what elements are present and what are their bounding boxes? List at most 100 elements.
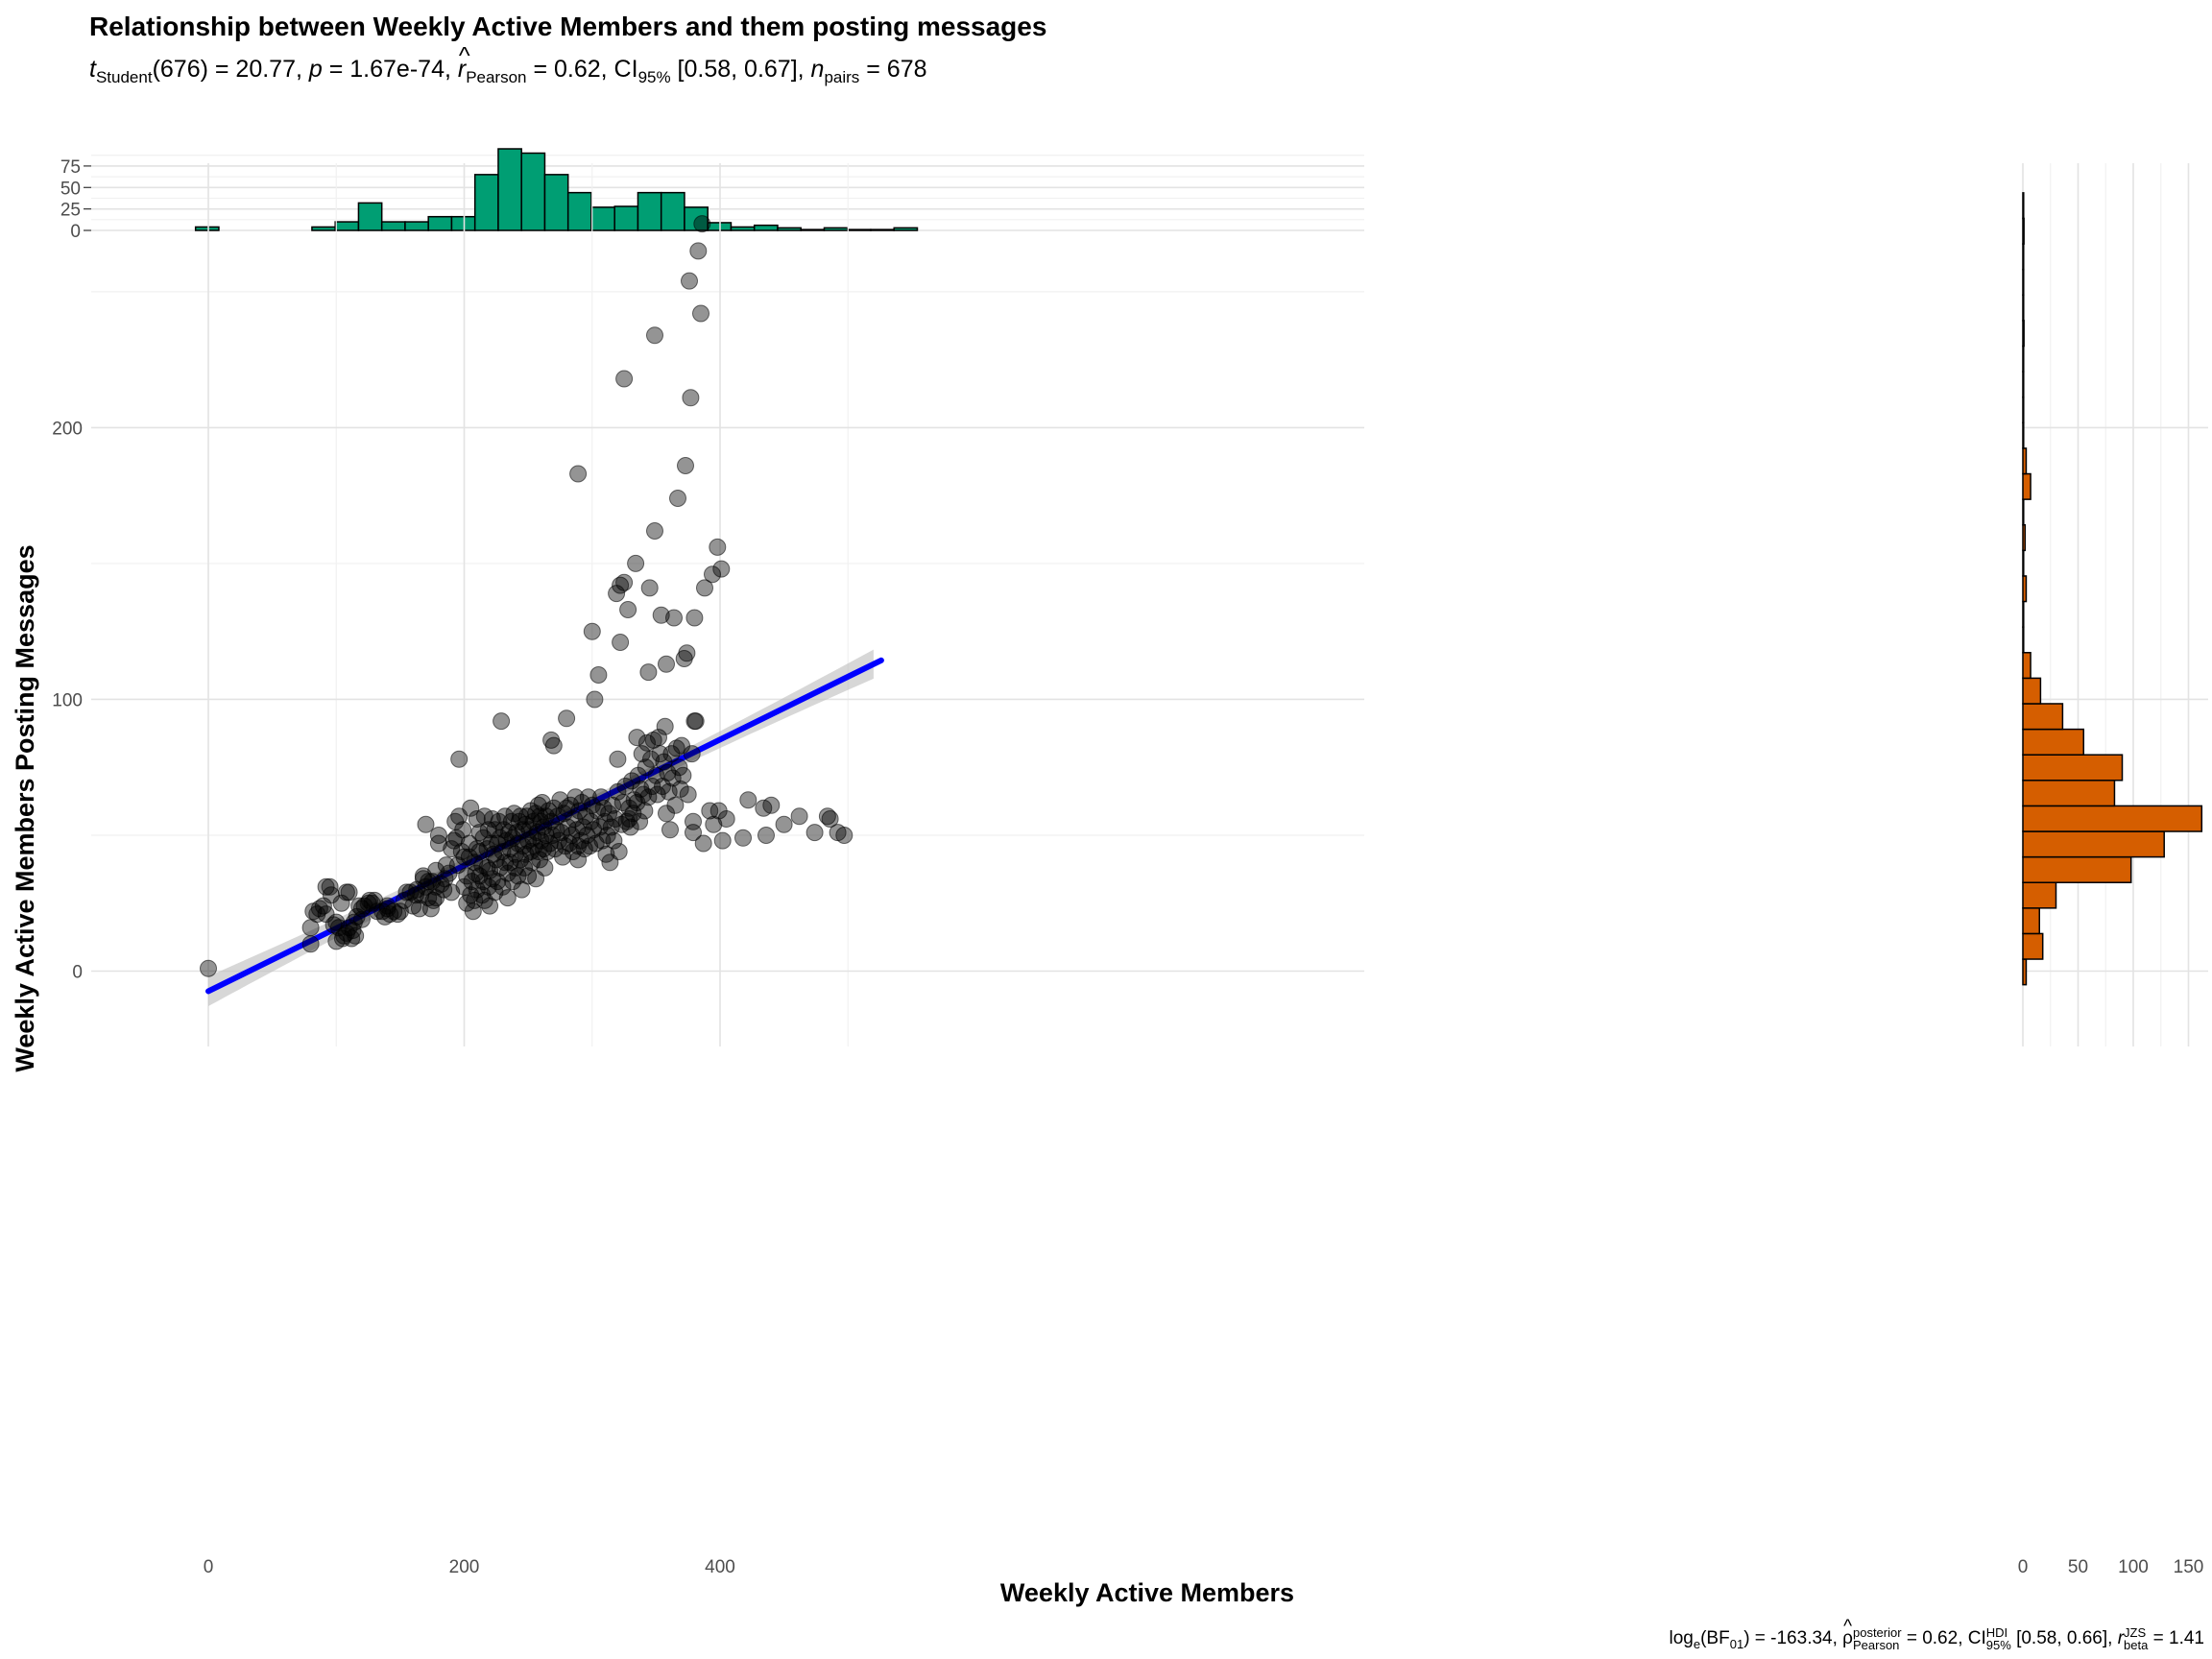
r-statistic-value: = 0.62, CI xyxy=(526,56,638,83)
right-histogram-bar xyxy=(2022,600,2025,628)
right-histogram-bar xyxy=(2022,805,2203,832)
right-histogram-bar xyxy=(2022,549,2025,577)
right-histogram-bar xyxy=(2022,421,2025,449)
data-point xyxy=(536,858,554,877)
hat-accent: ^ xyxy=(1843,1617,1853,1638)
t-statistic-label: Student xyxy=(95,68,153,86)
data-point xyxy=(586,690,604,709)
data-point xyxy=(762,796,781,814)
rho-value: = 0.62, CI xyxy=(1901,1628,1986,1649)
data-point xyxy=(640,579,659,597)
data-point xyxy=(678,644,696,662)
data-point xyxy=(498,889,517,907)
hdi-value: [0.58, 0.66], xyxy=(2010,1628,2118,1649)
top-histogram-grid xyxy=(91,155,1364,231)
y-tick-label: 200 xyxy=(52,419,83,439)
data-point xyxy=(450,750,469,768)
x-tick-label: 0 xyxy=(204,1557,214,1577)
right-histogram-bar xyxy=(2022,498,2025,526)
r-beta-scripts: JZS beta xyxy=(2124,1626,2148,1651)
data-point xyxy=(604,796,622,814)
data-point xyxy=(679,785,697,804)
data-point xyxy=(757,827,775,844)
right-histogram-bar xyxy=(2022,728,2084,756)
right-histogram-bar xyxy=(2022,575,2028,603)
r-beta-superscript: JZS xyxy=(2124,1625,2147,1640)
data-point xyxy=(481,897,499,915)
data-point xyxy=(818,807,836,826)
data-point xyxy=(667,739,685,757)
scatter-points xyxy=(200,215,854,977)
data-point xyxy=(775,815,793,833)
right-histogram-bar xyxy=(2022,371,2025,398)
hat-accent: ^ xyxy=(458,42,470,69)
top-histogram-bar xyxy=(427,215,453,231)
right-histogram-tick-label: 0 xyxy=(2018,1557,2029,1577)
data-point xyxy=(685,712,704,731)
top-histogram-bar xyxy=(893,227,919,231)
data-point xyxy=(821,810,839,828)
x-tick-label: 200 xyxy=(449,1557,480,1577)
data-point xyxy=(301,935,320,953)
top-histogram-bar xyxy=(846,228,872,231)
r-statistic-label: Pearson xyxy=(466,68,527,86)
right-histogram-bar xyxy=(2022,472,2032,500)
data-point xyxy=(583,622,601,640)
data-point xyxy=(670,758,688,777)
x-axis-title: Weekly Active Members xyxy=(1000,1578,1294,1607)
data-point xyxy=(712,560,731,578)
right-histogram-bar xyxy=(2022,294,2025,322)
data-point xyxy=(427,889,445,907)
data-point xyxy=(531,807,549,826)
data-point xyxy=(620,810,638,828)
data-point xyxy=(547,821,565,839)
data-point xyxy=(709,538,727,556)
log-label: log xyxy=(1669,1628,1694,1649)
right-histogram-bar xyxy=(2022,396,2025,424)
top-histogram-bar xyxy=(473,174,499,231)
top-histogram-bar xyxy=(566,191,592,231)
hdi-superscript: HDI xyxy=(1985,1625,2008,1640)
data-point xyxy=(681,272,698,290)
top-histogram-bar xyxy=(520,152,546,231)
n-symbol: n xyxy=(810,56,825,83)
right-histogram-bar xyxy=(2022,447,2028,475)
right-histogram-grid xyxy=(2022,163,2208,1046)
data-point xyxy=(577,807,595,826)
top-histogram-bar xyxy=(753,224,779,231)
data-point xyxy=(569,465,588,483)
data-point xyxy=(685,824,702,842)
right-histogram-bar xyxy=(2022,268,2025,297)
data-point xyxy=(646,326,663,345)
bf-value: ) = -163.34, xyxy=(1743,1628,1843,1649)
top-histogram-bar xyxy=(311,226,336,231)
data-point xyxy=(562,796,580,814)
data-point xyxy=(569,837,588,855)
right-histogram-bar xyxy=(2022,652,2032,680)
data-point xyxy=(628,729,646,747)
data-point xyxy=(455,848,473,866)
top-histogram-bar xyxy=(777,227,802,231)
data-point xyxy=(647,766,665,784)
right-histogram-bar xyxy=(2022,754,2124,781)
data-point xyxy=(739,791,757,809)
r-beta-value: = 1.41 xyxy=(2148,1628,2204,1649)
top-histogram-bar xyxy=(613,205,639,231)
data-point xyxy=(579,788,597,806)
right-histogram-bar xyxy=(2022,780,2116,807)
top-histogram-bar xyxy=(870,228,895,231)
n-label: pairs xyxy=(824,68,860,86)
chart-subtitle: tStudent(676) = 20.77, p = 1.67e-74, r ^ P… xyxy=(89,42,927,87)
data-point xyxy=(669,490,686,507)
top-histogram-bar xyxy=(404,221,429,231)
data-point xyxy=(464,902,482,921)
top-histogram-bar xyxy=(543,174,569,231)
t-statistic-value: (676) = 20.77, xyxy=(152,56,309,83)
top-histogram-bar xyxy=(334,221,360,231)
right-histogram-bar xyxy=(2022,320,2025,348)
data-point xyxy=(656,717,674,735)
data-point xyxy=(636,802,654,820)
right-histogram-bar xyxy=(2022,958,2028,986)
top-histogram-bars xyxy=(194,148,919,231)
